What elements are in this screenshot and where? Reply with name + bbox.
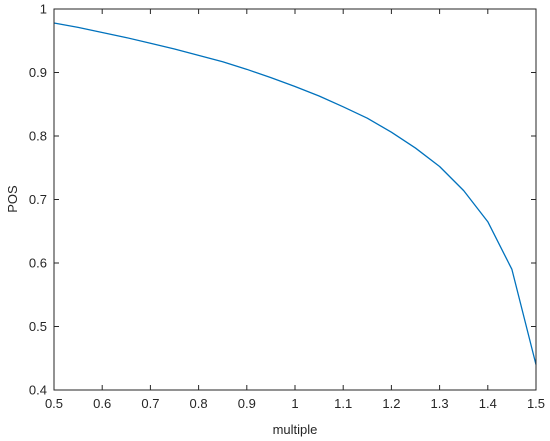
series-layer [53, 22, 537, 365]
y-tick-label: 0.5 [29, 319, 47, 334]
x-tick-label: 1.3 [431, 396, 449, 411]
x-tick-label: 0.7 [141, 396, 159, 411]
x-tick-label: 0.8 [190, 396, 208, 411]
y-tick-label: 0.8 [29, 129, 47, 144]
plot-box [53, 8, 537, 391]
x-tick-label: 1 [291, 396, 298, 411]
x-tick-label: 0.5 [45, 396, 63, 411]
y-tick-label: 1 [40, 2, 47, 17]
plot-area [54, 9, 536, 390]
x-tick-label: 1.4 [479, 396, 497, 411]
x-tick-label: 1.5 [527, 396, 545, 411]
x-axis-label: multiple [273, 422, 318, 437]
x-tick-label: 0.9 [238, 396, 256, 411]
y-axis-label: POS [5, 185, 20, 213]
y-tick-label: 0.7 [29, 192, 47, 207]
series-line [53, 22, 537, 365]
x-tick-label: 0.6 [93, 396, 111, 411]
y-tick-label: 0.9 [29, 65, 47, 80]
tick-labels-layer: 0.5 0.6 0.7 0.8 0.9 1 1.1 1.2 1.3 1.4 1.50.40.50.6… [29, 2, 545, 412]
x-tick-label: 1.2 [382, 396, 400, 411]
y-tick-label: 0.4 [29, 383, 47, 398]
y-tick-label: 0.6 [29, 256, 47, 271]
x-tick-label: 1.1 [334, 396, 352, 411]
